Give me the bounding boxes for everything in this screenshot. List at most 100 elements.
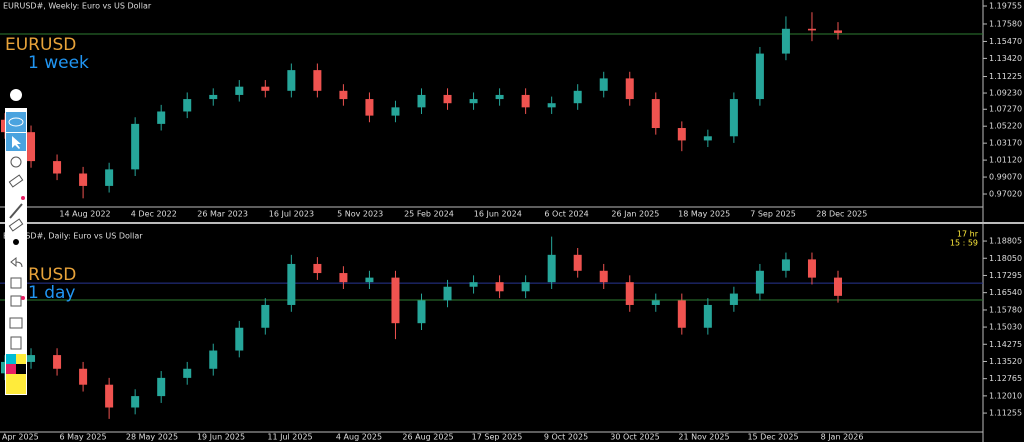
period-label: 1 day <box>28 283 76 303</box>
candle-body <box>391 277 400 324</box>
x-tick-label: 7 Sep 2025 <box>750 210 796 219</box>
candle-body <box>365 277 374 283</box>
candle-body <box>547 103 556 108</box>
candle-body <box>703 136 712 141</box>
color-swatch[interactable] <box>16 364 26 374</box>
y-tick-label: 1.16540 <box>989 288 1022 297</box>
candle-body <box>261 86 270 91</box>
symbol-label: EURUSD <box>5 35 76 55</box>
candle-body <box>443 286 452 301</box>
candle-body <box>834 277 842 296</box>
candle-body <box>573 90 582 104</box>
clipboard-tool[interactable] <box>10 336 22 350</box>
candle-body <box>209 350 218 369</box>
x-tick-label: 14 Apr 2025 <box>0 433 39 442</box>
y-tick-label: 1.14275 <box>989 340 1022 349</box>
candle-body <box>781 259 790 271</box>
bar-timer: 17 hr <box>957 230 979 239</box>
x-tick-label: 15 Dec 2025 <box>747 433 798 442</box>
candle-body <box>625 78 634 100</box>
line-tool[interactable] <box>9 203 23 219</box>
candle-body <box>755 53 764 100</box>
x-tick-label: 8 Jan 2026 <box>821 433 864 442</box>
chart-title: EURUSD#, Weekly: Euro vs US Dollar <box>3 2 152 11</box>
toolbar <box>5 89 27 395</box>
x-tick-label: 4 Aug 2025 <box>336 433 382 442</box>
template-tool[interactable] <box>10 295 22 307</box>
candle-body <box>157 377 166 397</box>
chart-title: EURUSD#, Daily: Euro vs US Dollar <box>3 232 143 241</box>
candle-body <box>53 161 62 174</box>
y-tick-label: 1.12765 <box>989 374 1022 383</box>
delete-tool[interactable] <box>10 277 22 289</box>
candle-body <box>443 94 452 104</box>
y-tick-label: 1.05220 <box>989 122 1022 131</box>
candle-body <box>834 30 842 33</box>
candle-body <box>547 254 556 283</box>
candle-body <box>183 368 192 378</box>
y-tick-label: 0.97020 <box>989 190 1022 199</box>
undo-tool[interactable] <box>10 256 23 268</box>
screenshot-tool[interactable] <box>9 317 23 329</box>
candle-body <box>313 70 322 91</box>
x-tick-label: 5 Nov 2023 <box>337 210 383 219</box>
cursor-icon <box>12 136 21 149</box>
candle-body <box>495 94 504 100</box>
candle-body <box>27 132 36 162</box>
color-swatch[interactable] <box>6 354 16 364</box>
x-tick-label: 6 May 2025 <box>59 433 106 442</box>
candle-body <box>391 107 400 116</box>
candle-body <box>521 282 530 292</box>
candle-body <box>105 384 114 408</box>
candle-body <box>313 263 322 274</box>
candle-body <box>287 70 296 91</box>
dot <box>21 196 25 200</box>
hide-tool[interactable] <box>10 156 22 168</box>
candle-body <box>677 128 686 141</box>
y-tick-label: 1.07270 <box>989 105 1022 114</box>
x-tick-label: 16 Jul 2023 <box>269 210 314 219</box>
bar-timer: 15 : 59 <box>950 239 978 248</box>
y-tick-label: 1.19755 <box>989 1 1022 10</box>
candle-body <box>287 263 296 305</box>
y-tick-label: 1.11255 <box>989 409 1022 418</box>
color-swatch[interactable] <box>6 364 16 374</box>
candle-body <box>79 368 88 385</box>
color-swatch[interactable] <box>16 354 26 364</box>
x-tick-label: 21 Nov 2025 <box>678 433 729 442</box>
candle-body <box>235 86 244 95</box>
x-tick-label: 28 Dec 2025 <box>816 210 867 219</box>
candle-body <box>339 90 348 100</box>
candle-body <box>625 282 634 305</box>
y-tick-label: 1.17295 <box>989 271 1022 280</box>
pen-icon[interactable] <box>10 89 22 101</box>
x-tick-label: 9 Oct 2025 <box>544 433 588 442</box>
x-tick-label: 26 Aug 2025 <box>402 433 453 442</box>
eraser-tool[interactable] <box>8 174 24 188</box>
x-tick-label: 17 Sep 2025 <box>472 433 523 442</box>
x-tick-label: 28 May 2025 <box>126 433 178 442</box>
y-tick-label: 1.15780 <box>989 305 1022 314</box>
candle-body <box>677 300 686 328</box>
point-tool[interactable] <box>13 239 19 245</box>
candle-body <box>79 173 88 186</box>
candle-body <box>235 327 244 351</box>
color-swatch[interactable] <box>6 374 26 394</box>
candle-body <box>261 304 270 328</box>
x-tick-label: 11 Jul 2025 <box>267 433 312 442</box>
candle-body <box>651 300 660 305</box>
candle-body <box>53 355 62 369</box>
eye-tool[interactable] <box>6 112 26 132</box>
candle-body <box>755 270 764 294</box>
rect-tool[interactable] <box>8 218 24 232</box>
x-tick-label: 30 Oct 2025 <box>610 433 659 442</box>
candle-body <box>807 28 816 31</box>
x-tick-label: 16 Jun 2024 <box>474 210 522 219</box>
candle-body <box>183 99 192 112</box>
candle-body <box>469 99 478 104</box>
x-tick-label: 26 Mar 2023 <box>197 210 248 219</box>
y-tick-label: 1.13420 <box>989 54 1022 63</box>
